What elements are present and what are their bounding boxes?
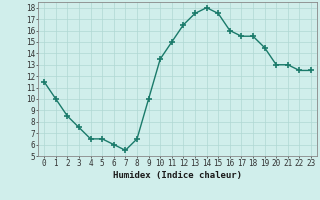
X-axis label: Humidex (Indice chaleur): Humidex (Indice chaleur) — [113, 171, 242, 180]
